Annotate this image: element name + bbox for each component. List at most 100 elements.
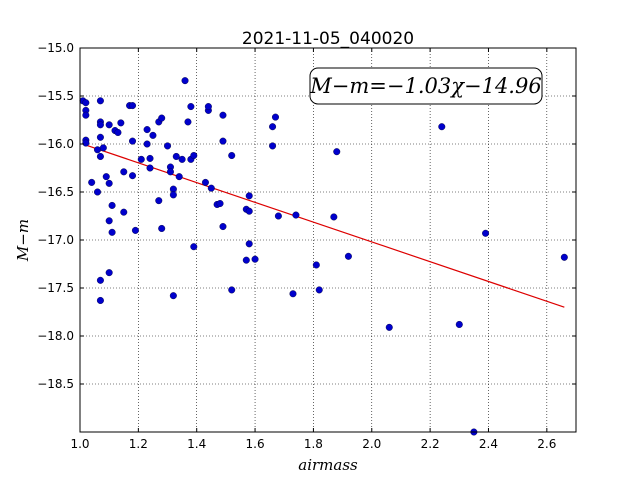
data-point bbox=[190, 152, 198, 160]
data-point bbox=[201, 178, 209, 186]
scatter-points bbox=[79, 77, 568, 436]
data-point bbox=[482, 229, 490, 237]
data-point bbox=[190, 243, 198, 251]
data-point bbox=[94, 188, 102, 196]
fit-line bbox=[85, 144, 565, 308]
data-point bbox=[178, 155, 186, 163]
data-point bbox=[108, 201, 116, 209]
data-point bbox=[312, 261, 320, 269]
x-tick-label: 2.0 bbox=[362, 437, 381, 451]
data-point bbox=[158, 224, 166, 232]
data-point bbox=[82, 139, 90, 147]
data-point bbox=[114, 128, 122, 136]
y-tick-label: −16.0 bbox=[37, 137, 74, 151]
data-point bbox=[172, 152, 180, 160]
data-point bbox=[143, 126, 151, 134]
data-point bbox=[94, 146, 102, 154]
data-point bbox=[219, 223, 227, 231]
data-point bbox=[344, 252, 352, 260]
data-point bbox=[166, 168, 174, 176]
data-point bbox=[96, 276, 104, 284]
x-axis-label: airmass bbox=[298, 456, 358, 474]
data-point bbox=[175, 173, 183, 181]
x-tick-label: 1.6 bbox=[246, 437, 265, 451]
fit-line-layer bbox=[85, 144, 565, 308]
x-tick-label: 1.2 bbox=[129, 437, 148, 451]
data-point bbox=[333, 148, 341, 156]
data-point bbox=[96, 152, 104, 160]
data-point bbox=[120, 208, 128, 216]
data-point bbox=[315, 286, 323, 294]
data-point bbox=[82, 99, 90, 107]
x-tick-label: 2.2 bbox=[421, 437, 440, 451]
data-point bbox=[251, 255, 259, 263]
x-tick-label: 1.0 bbox=[70, 437, 89, 451]
data-point bbox=[274, 212, 282, 220]
data-point bbox=[216, 200, 224, 208]
data-point bbox=[269, 123, 277, 131]
data-point bbox=[219, 111, 227, 119]
data-point bbox=[99, 144, 107, 152]
data-point bbox=[158, 114, 166, 122]
y-tick-label: −16.5 bbox=[37, 185, 74, 199]
y-tick-label: −17.0 bbox=[37, 233, 74, 247]
data-point bbox=[146, 154, 154, 162]
data-point bbox=[102, 173, 110, 181]
data-point bbox=[560, 253, 568, 261]
chart-title: 2021-11-05_040020 bbox=[242, 29, 414, 49]
axis-ticks bbox=[79, 47, 576, 432]
y-tick-label: −15.5 bbox=[37, 89, 74, 103]
data-point bbox=[88, 178, 96, 186]
data-point bbox=[129, 102, 137, 110]
data-point bbox=[228, 286, 236, 294]
data-point bbox=[228, 152, 236, 160]
data-point bbox=[143, 140, 151, 148]
data-point bbox=[292, 211, 300, 219]
data-point bbox=[164, 142, 172, 150]
data-point bbox=[131, 226, 139, 234]
data-point bbox=[169, 191, 177, 199]
data-point bbox=[117, 119, 125, 127]
data-point bbox=[385, 323, 393, 331]
data-point bbox=[105, 121, 113, 129]
plot-area bbox=[80, 48, 576, 432]
data-point bbox=[330, 213, 338, 221]
x-tick-label: 1.4 bbox=[187, 437, 206, 451]
y-tick-label: −18.5 bbox=[37, 377, 74, 391]
data-point bbox=[155, 197, 163, 205]
data-point bbox=[169, 292, 177, 300]
data-point bbox=[96, 133, 104, 141]
x-tick-labels: 1.0 1.2 1.4 1.6 1.8 2.0 2.2 2.4 2.6 bbox=[70, 437, 556, 451]
data-point bbox=[438, 123, 446, 131]
data-point bbox=[105, 179, 113, 187]
y-tick-label: −17.5 bbox=[37, 281, 74, 295]
data-point bbox=[245, 192, 253, 200]
data-point bbox=[96, 121, 104, 129]
y-tick-label: −18.0 bbox=[37, 329, 74, 343]
data-point bbox=[105, 217, 113, 225]
data-point bbox=[245, 240, 253, 248]
data-point bbox=[120, 168, 128, 176]
data-point bbox=[455, 320, 463, 328]
equation-box-frame bbox=[309, 67, 543, 105]
data-point bbox=[269, 142, 277, 150]
data-point bbox=[219, 137, 227, 145]
fit-equation: M−m=−1.03χ−14.96 bbox=[309, 74, 541, 98]
data-point bbox=[108, 228, 116, 236]
data-point bbox=[245, 207, 253, 215]
x-tick-label: 1.8 bbox=[304, 437, 323, 451]
data-point bbox=[242, 256, 250, 264]
data-point bbox=[82, 111, 90, 119]
data-point bbox=[181, 77, 189, 85]
data-point bbox=[204, 103, 212, 111]
x-tick-label: 2.6 bbox=[537, 437, 556, 451]
data-point bbox=[146, 164, 154, 172]
y-tick-label: −15.0 bbox=[37, 41, 74, 55]
grid-lines bbox=[80, 48, 576, 432]
data-point bbox=[129, 172, 137, 180]
data-point bbox=[105, 269, 113, 277]
data-point bbox=[129, 137, 137, 145]
y-axis-label: M−m bbox=[14, 219, 32, 262]
data-point bbox=[184, 118, 192, 126]
